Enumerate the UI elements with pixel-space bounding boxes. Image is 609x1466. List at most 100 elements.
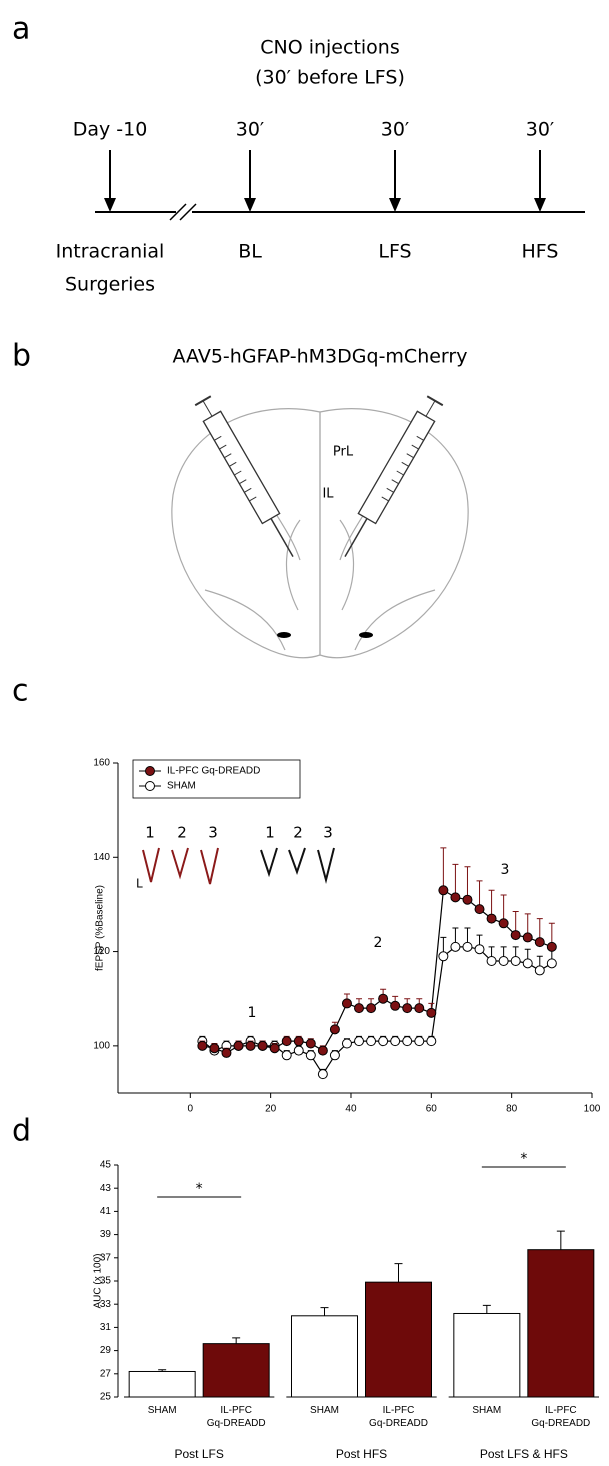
legend-box [132, 759, 301, 799]
trace [142, 847, 160, 883]
y-tick-label: 41 [100, 1206, 112, 1217]
error-bar [556, 1230, 565, 1250]
marker [462, 941, 473, 952]
marker [390, 1000, 401, 1011]
timepoint-label: 30′ [236, 119, 265, 141]
annotation: 2 [374, 935, 383, 951]
category-label: Post HFS [336, 1447, 387, 1461]
hemisphere [171, 408, 321, 659]
marker [341, 1038, 352, 1049]
marker [281, 1050, 292, 1061]
y-tick-label: 27 [100, 1368, 112, 1379]
marker [293, 1045, 304, 1056]
timepoint-label: 30′ [381, 119, 410, 141]
marker [354, 1003, 365, 1014]
marker [378, 993, 389, 1004]
marker [390, 1036, 401, 1047]
inset-label: 2 [177, 824, 187, 842]
marker [498, 956, 509, 966]
axis-break [176, 204, 192, 220]
y-tick-label: 25 [100, 1392, 112, 1403]
annotation: 1 [248, 1005, 257, 1021]
event-label: BL [238, 241, 262, 263]
marker [426, 1007, 437, 1018]
trace [317, 847, 335, 884]
y-tick-label: 100 [93, 1040, 110, 1051]
ventricle [277, 632, 291, 638]
hemisphere [319, 408, 469, 659]
marker [486, 956, 497, 966]
error-bar [464, 866, 471, 900]
marker [522, 958, 533, 969]
marker [366, 1036, 377, 1047]
event-label: HFS [522, 241, 559, 263]
axis-break [169, 203, 187, 221]
error-bar [158, 1369, 167, 1372]
marker [221, 1047, 232, 1058]
marker [317, 1045, 328, 1056]
trace [171, 847, 189, 880]
marker [462, 894, 473, 905]
marker [438, 951, 449, 962]
significance-label: * [196, 1181, 203, 1197]
bar-label: IL-PFC Gq-DREADD [369, 1405, 428, 1429]
x-tick-label: 60 [426, 1104, 438, 1115]
y-tick-label: 39 [100, 1229, 112, 1240]
marker [305, 1038, 316, 1049]
timepoint-label: 30′ [526, 119, 555, 141]
inset-label: 3 [208, 824, 218, 842]
legend-marker [145, 781, 155, 791]
x-tick-label: 80 [506, 1104, 518, 1115]
trace [260, 847, 278, 878]
event-label: LFS [378, 241, 411, 263]
marker [378, 1036, 389, 1047]
brain-section: PrL IL [171, 395, 469, 659]
panel-label: d [12, 1114, 31, 1149]
syringe [344, 395, 444, 557]
marker [209, 1043, 220, 1054]
marker [366, 1003, 377, 1014]
x-tick-label: 20 [265, 1104, 277, 1115]
trace [200, 847, 219, 885]
y-axis-label: fEPSP (%Baseline) [95, 885, 106, 971]
bar [202, 1343, 270, 1398]
y-tick-label: 31 [100, 1322, 112, 1333]
marker [305, 1050, 316, 1061]
marker [257, 1040, 268, 1051]
y-tick-label: 35 [100, 1276, 112, 1287]
y-tick-label: 140 [93, 852, 110, 863]
bar-label: SHAM [472, 1405, 501, 1416]
marker [233, 1040, 244, 1051]
marker [546, 958, 557, 969]
annotation: 3 [501, 862, 510, 878]
ventricle [359, 632, 373, 638]
bar-label: SHAM [148, 1405, 177, 1416]
y-tick-label: 120 [93, 946, 110, 957]
bar [527, 1249, 595, 1398]
bar-label: IL-PFC Gq-DREADD [531, 1405, 590, 1429]
timeline [95, 203, 585, 221]
error-bar [452, 863, 459, 898]
bar [291, 1315, 358, 1398]
marker [474, 944, 485, 955]
arrow-head [104, 198, 116, 212]
marker [534, 965, 545, 976]
y-tick-label: 43 [100, 1183, 112, 1194]
y-tick-label: 37 [100, 1252, 112, 1263]
marker [354, 1036, 365, 1047]
region-label: PrL [333, 445, 354, 460]
marker [438, 885, 449, 896]
inset-scale-label: L [136, 877, 143, 891]
marker [510, 956, 521, 966]
panel-title: AAV5-hGFAP-hM3DGq-mCherry [173, 346, 468, 368]
inset-label: 1 [265, 824, 275, 842]
category-label: Post LFS [174, 1447, 223, 1461]
error-bar [440, 847, 447, 891]
marker [402, 1036, 413, 1047]
arrow-head [244, 198, 256, 212]
panel-label: c [12, 674, 29, 709]
marker [546, 941, 557, 952]
inset-traces [142, 847, 335, 885]
category-label: Post LFS & HFS [480, 1447, 568, 1461]
marker [341, 998, 352, 1009]
